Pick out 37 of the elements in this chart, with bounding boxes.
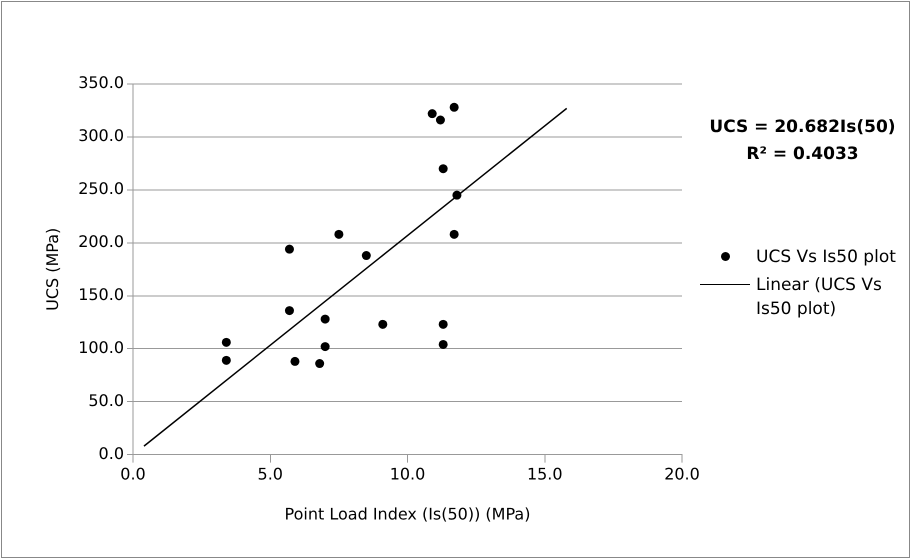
point <box>378 320 388 329</box>
point <box>362 251 371 260</box>
point <box>436 116 445 124</box>
point <box>284 244 294 254</box>
point <box>222 338 231 347</box>
point <box>452 190 462 200</box>
x-tick-label: 5.0 <box>258 464 283 484</box>
point <box>290 356 300 366</box>
point <box>450 230 459 239</box>
point <box>438 164 448 174</box>
point <box>315 359 324 368</box>
x-tick-label: 0.0 <box>120 464 146 484</box>
y-tick-label: 0.0 <box>98 444 124 463</box>
point <box>428 109 437 118</box>
y-tick-label: 300.0 <box>78 126 124 146</box>
point <box>320 314 330 324</box>
x-axis-title: Point Load Index (Is(50)) (MPa) <box>284 504 530 524</box>
x-tick-label: 10.0 <box>390 464 426 484</box>
point <box>438 340 448 349</box>
point <box>450 102 459 112</box>
point <box>438 320 448 329</box>
point <box>222 356 231 365</box>
y-tick-label: 250.0 <box>78 179 124 198</box>
y-tick-label: 200.0 <box>78 232 124 251</box>
point <box>284 306 294 316</box>
y-tick-label: 100.0 <box>78 338 124 357</box>
x-tick-label: 20.0 <box>664 464 700 484</box>
x-tick-label: 15.0 <box>526 464 563 484</box>
y-tick-label: 50.0 <box>88 390 124 410</box>
text: UCS = 20.682Is(50) R² = 0.4033 <box>708 116 897 166</box>
y-tick-label: 150.0 <box>78 284 124 304</box>
point <box>334 230 344 239</box>
y-tick-label: 350.0 <box>78 73 124 92</box>
legend-label: UCS Vs Is50 plot <box>755 246 896 269</box>
legend-label: Linear (UCS Vs Is50 plot) <box>755 274 883 321</box>
point <box>320 342 330 352</box>
y-axis-title: UCS (MPa) <box>42 228 62 311</box>
